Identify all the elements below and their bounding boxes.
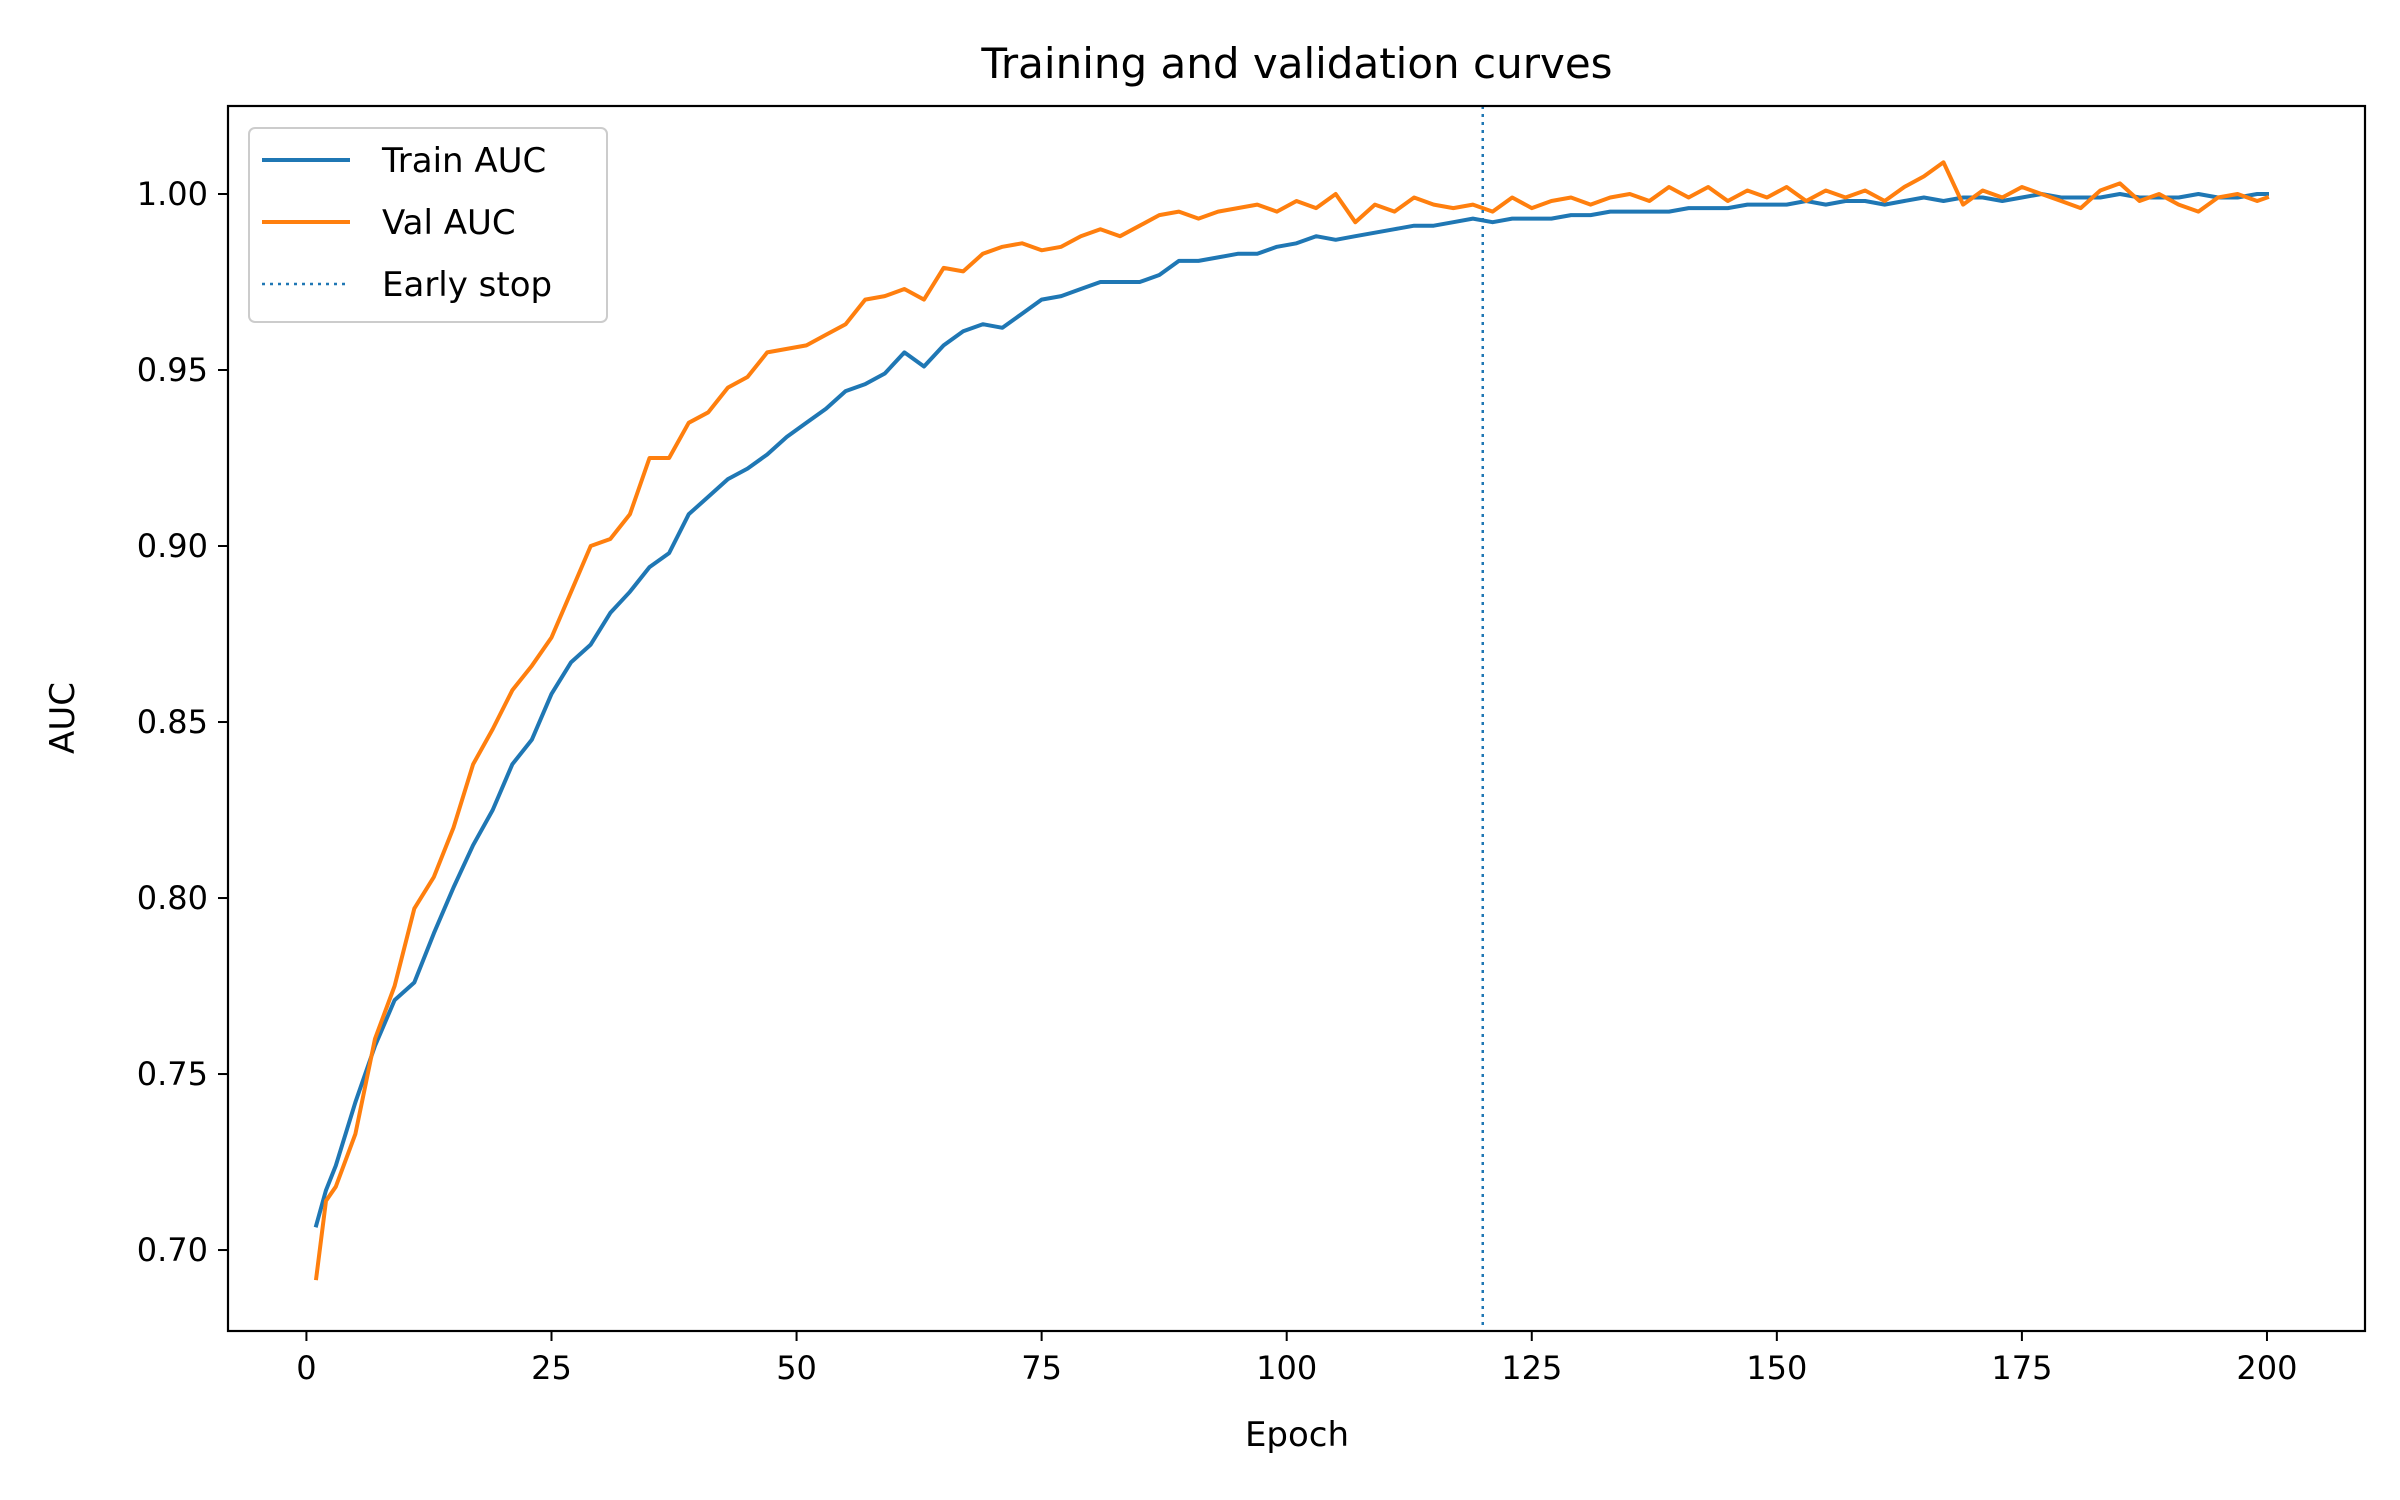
- x-axis-title: Epoch: [1245, 1415, 1349, 1455]
- legend-label-val-auc: Val AUC: [382, 203, 516, 243]
- y-tick-label: 0.75: [137, 1055, 208, 1093]
- series-line-train-auc: [313, 192, 2269, 1228]
- y-tick-label: 0.95: [137, 351, 208, 389]
- y-tick-label: 1.00: [137, 175, 208, 213]
- legend-label-train-auc: Train AUC: [381, 141, 546, 181]
- x-tick-label: 200: [2236, 1349, 2297, 1387]
- x-tick-label: 100: [1256, 1349, 1317, 1387]
- legend-box: [248, 127, 608, 323]
- x-tick-label: 25: [531, 1349, 572, 1387]
- y-axis: 0.70 0.75 0.80 0.85 0.90 0.95 1.00: [137, 175, 228, 1269]
- legend: Train AUC Val AUC Early stop: [248, 127, 608, 323]
- x-tick-label: 150: [1746, 1349, 1807, 1387]
- y-tick-label: 0.85: [137, 703, 208, 741]
- y-tick-label: 0.70: [137, 1231, 208, 1269]
- y-tick-label: 0.90: [137, 527, 208, 565]
- y-axis-title: AUC: [43, 682, 83, 754]
- x-axis: 0 25 50 75 100 125 150 175 200: [296, 1331, 2298, 1387]
- legend-label-early-stop: Early stop: [382, 265, 552, 305]
- x-tick-label: 125: [1501, 1349, 1562, 1387]
- chart-title: Training and validation curves: [980, 39, 1612, 88]
- x-tick-label: 75: [1021, 1349, 1062, 1387]
- series-layer: [313, 160, 2270, 1281]
- x-tick-label: 175: [1991, 1349, 2052, 1387]
- series-line-val-auc: [313, 160, 2270, 1281]
- plot-frame: [226, 104, 2367, 1333]
- x-tick-label: 50: [776, 1349, 817, 1387]
- x-tick-label: 0: [296, 1349, 316, 1387]
- y-tick-label: 0.80: [137, 879, 208, 917]
